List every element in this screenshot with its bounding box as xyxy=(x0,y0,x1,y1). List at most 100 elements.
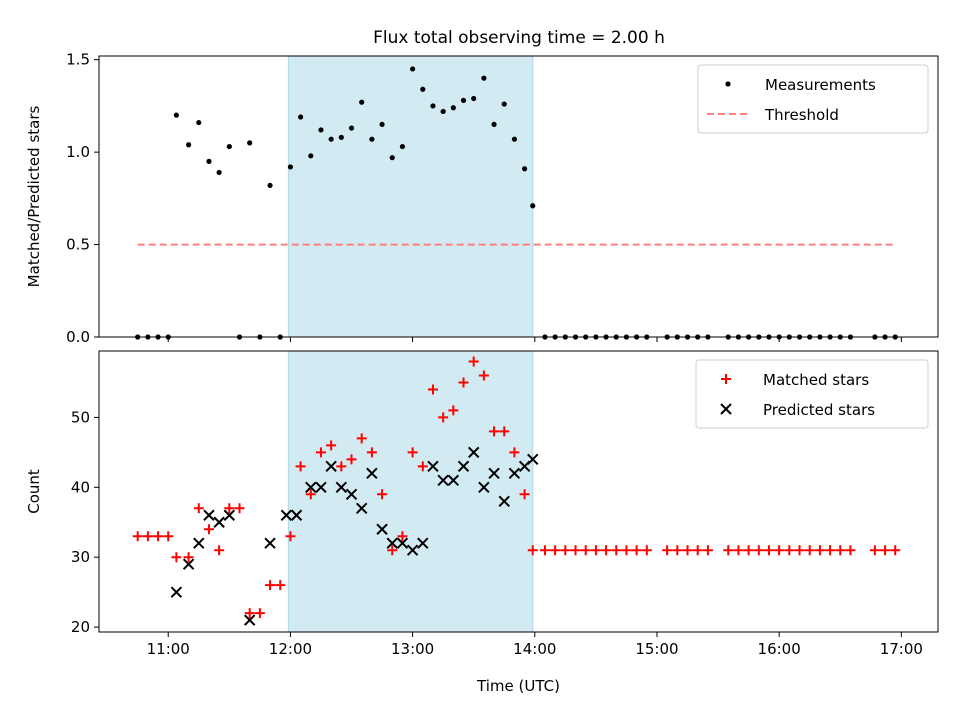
predicted-star-point xyxy=(170,586,183,598)
measurement-point xyxy=(247,140,253,146)
measurement-point xyxy=(410,66,416,72)
matched-star-point xyxy=(662,545,673,556)
matched-star-point xyxy=(285,531,296,542)
matched-star-point xyxy=(580,545,591,556)
matched-star-point xyxy=(743,545,754,556)
matched-star-point xyxy=(570,545,581,556)
predicted-star-point xyxy=(417,537,429,549)
axes-frame xyxy=(98,55,939,338)
matched-star-point xyxy=(234,503,245,514)
matched-star-point xyxy=(458,377,469,388)
predicted-star-point xyxy=(264,537,276,549)
matched-star-point xyxy=(702,545,713,556)
matched-star-point xyxy=(753,545,764,556)
matched-star-point xyxy=(601,545,612,556)
matched-star-point xyxy=(590,545,601,556)
matched-star-point xyxy=(845,545,856,556)
matched-star-point xyxy=(163,531,174,542)
x-tick-label: 12:00 xyxy=(269,640,312,658)
predicted-star-point xyxy=(488,467,500,480)
predicted-star-point xyxy=(478,481,490,494)
matched-star-point xyxy=(733,545,744,556)
matched-star-point xyxy=(825,545,836,556)
matched-star-point xyxy=(804,545,815,556)
predicted-star-point xyxy=(437,474,449,487)
predicted-star-point xyxy=(386,537,398,549)
matched-star-point xyxy=(468,356,479,367)
measurement-point xyxy=(450,105,456,111)
predicted-star-point xyxy=(280,509,293,521)
matched-star-point xyxy=(560,545,571,556)
y-tick-label: 30 xyxy=(71,548,90,566)
measurement-point xyxy=(318,127,324,133)
matched-star-point xyxy=(611,545,622,556)
measurement-point xyxy=(379,121,385,128)
predicted-star-point xyxy=(325,460,337,473)
legend-label: Matched stars xyxy=(763,371,869,389)
x-axis-label: Time (UTC) xyxy=(476,677,560,695)
matched-star-point xyxy=(346,454,357,465)
bottom-panel: 11:00 12:00 13:00 14:00 15:00 16:00 17:00 20 30 4… xyxy=(25,350,939,695)
measurement-point xyxy=(298,114,304,120)
matched-star-point xyxy=(315,447,326,458)
x-tick-label: 11:00 xyxy=(147,640,190,658)
y-tick-label: 20 xyxy=(71,618,90,636)
matched-star-point xyxy=(153,531,164,542)
matched-star-point xyxy=(621,545,632,556)
matched-star-point xyxy=(377,489,388,500)
matched-star-point xyxy=(295,461,306,472)
observing-window-shade xyxy=(287,55,534,338)
predicted-star-point xyxy=(447,474,460,487)
matched-star-point xyxy=(387,545,398,556)
matched-star-point xyxy=(275,580,286,591)
matched-star-point xyxy=(784,545,795,556)
matched-star-point xyxy=(427,384,438,395)
measurement-point xyxy=(530,203,536,209)
measurement-point xyxy=(328,136,334,142)
matched-star-point xyxy=(489,426,500,437)
measurement-point xyxy=(226,143,232,150)
matched-star-point xyxy=(183,552,194,563)
predicted-star-point xyxy=(335,481,348,494)
measurement-point xyxy=(287,164,294,170)
matched-star-point xyxy=(794,545,805,556)
legend-marker-measurements xyxy=(725,81,731,87)
matched-star-point xyxy=(550,545,561,556)
predicted-star-point xyxy=(376,523,388,535)
matched-star-point xyxy=(193,503,204,514)
matched-star-point xyxy=(142,531,153,542)
matched-star-point xyxy=(132,531,143,542)
matched-star-point xyxy=(509,447,520,458)
axes-frame xyxy=(98,350,939,633)
y-axis-label: Count xyxy=(25,469,43,514)
matched-star-point xyxy=(835,545,846,556)
matched-star-point xyxy=(519,489,530,500)
predicted-star-point xyxy=(345,488,358,501)
matched-star-point xyxy=(880,545,891,556)
matched-star-point xyxy=(527,545,538,556)
measurement-point xyxy=(267,182,273,189)
matched-star-point xyxy=(336,461,347,472)
measurement-point xyxy=(308,153,314,159)
matched-star-point xyxy=(539,545,550,556)
matched-star-point xyxy=(366,447,377,458)
top-panel: 0.0 0.5 1.0 1.5 Matched/Predicted stars Measu… xyxy=(25,51,939,346)
legend-marker-predicted xyxy=(720,403,732,415)
matched-star-point xyxy=(265,580,276,591)
predicted-star-point xyxy=(203,509,215,521)
measurement-point xyxy=(348,125,355,131)
chart-title: Flux total observing time = 2.00 h xyxy=(373,28,665,48)
x-tick-label: 16:00 xyxy=(758,640,801,658)
matched-star-point xyxy=(723,545,734,556)
predicted-star-point xyxy=(193,537,205,549)
matched-star-point xyxy=(890,545,901,556)
predicted-star-point xyxy=(396,537,409,549)
matched-star-point xyxy=(672,545,683,556)
y-axis-label: Matched/Predicted stars xyxy=(25,106,43,288)
matched-star-point xyxy=(224,503,235,514)
matched-star-point xyxy=(407,447,418,458)
matched-star-point xyxy=(438,412,449,423)
matched-star-point xyxy=(214,545,225,556)
matched-star-point xyxy=(448,405,459,416)
